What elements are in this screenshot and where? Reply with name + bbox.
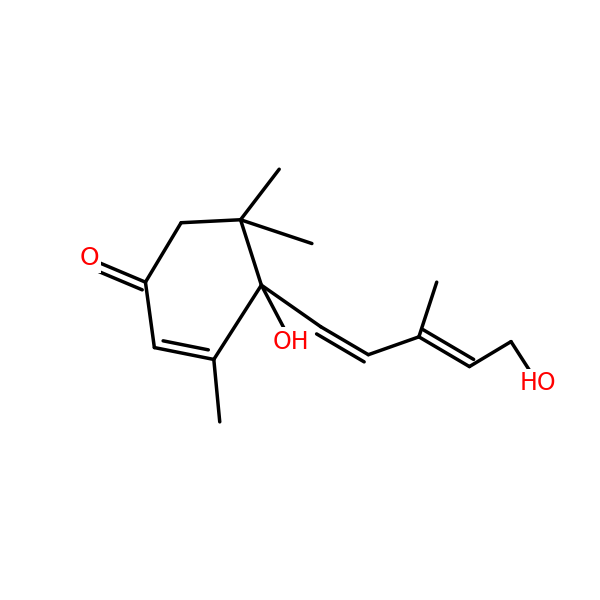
Text: HO: HO bbox=[520, 371, 556, 395]
Text: O: O bbox=[79, 247, 99, 271]
Text: OH: OH bbox=[273, 329, 310, 353]
